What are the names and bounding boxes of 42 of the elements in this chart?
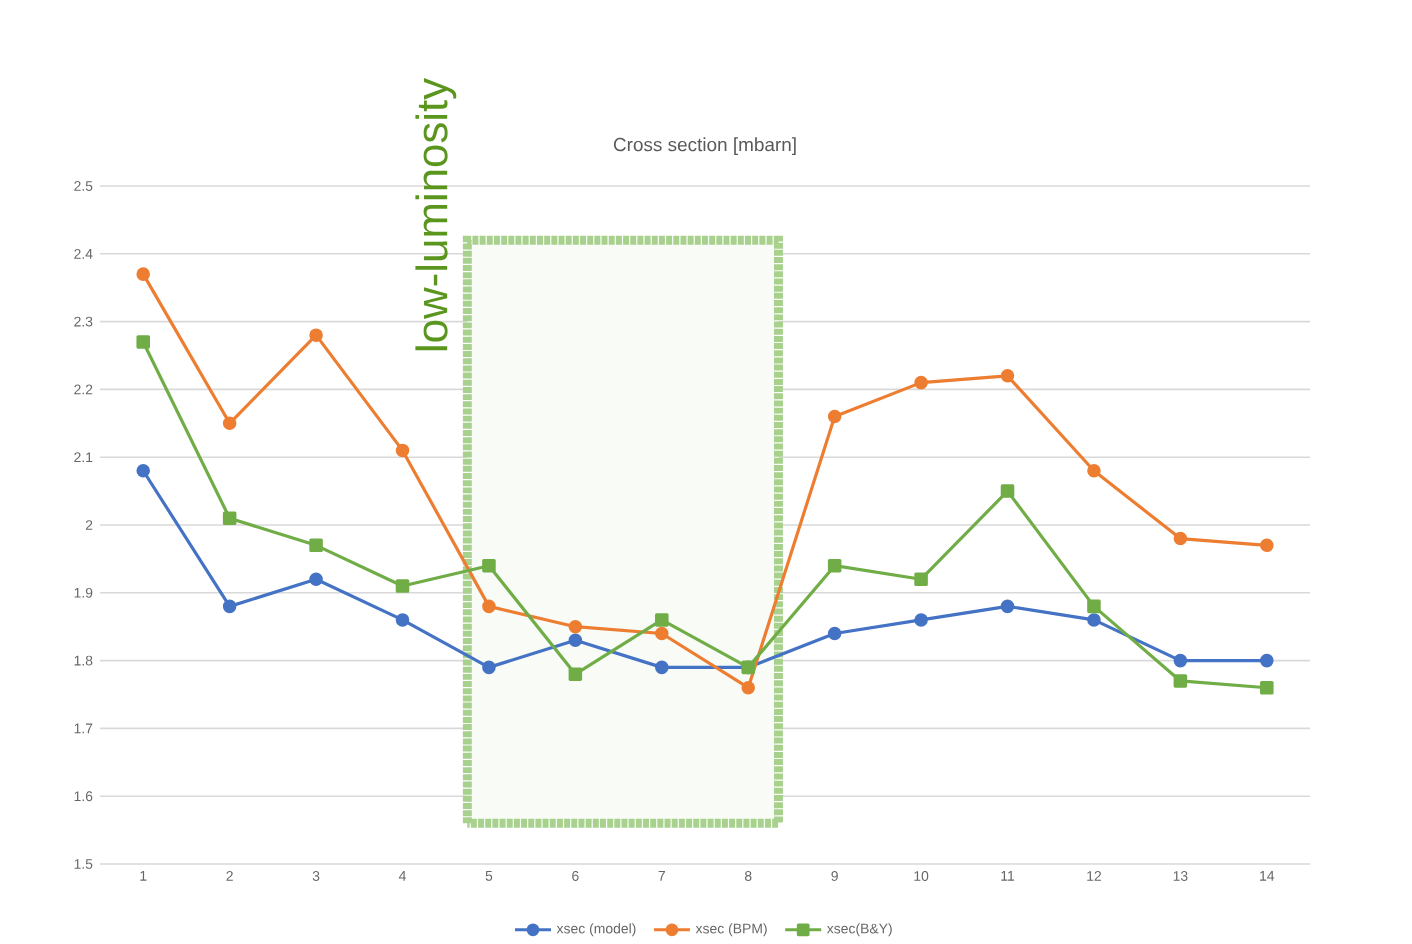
- point: [309, 538, 323, 553]
- point: [1173, 653, 1188, 668]
- point: [1000, 599, 1015, 614]
- point: [136, 463, 150, 478]
- point: [1260, 538, 1274, 553]
- point: [136, 335, 150, 349]
- point: [568, 667, 583, 681]
- point: [395, 613, 410, 627]
- point: [568, 619, 583, 634]
- point: [1260, 653, 1274, 668]
- point: [655, 660, 669, 675]
- point: [741, 680, 756, 695]
- point: [1000, 369, 1015, 383]
- point: [1087, 463, 1101, 478]
- band-label: low-luminosity: [415, 77, 457, 351]
- point: [1087, 599, 1101, 614]
- point: [395, 443, 410, 458]
- point: [827, 558, 842, 573]
- point: [655, 613, 669, 627]
- point: [827, 626, 842, 641]
- point: [222, 416, 237, 431]
- point: [136, 267, 150, 281]
- point: [395, 579, 410, 593]
- point: [914, 613, 928, 627]
- point: [655, 626, 669, 641]
- point: [309, 328, 323, 342]
- point: [1173, 674, 1188, 688]
- point: [914, 572, 928, 587]
- point: [1260, 680, 1274, 695]
- point: [1087, 613, 1101, 627]
- point: [827, 409, 842, 424]
- point: [914, 375, 928, 390]
- chart-title: Cross section [mbarn]: [613, 137, 796, 156]
- point: [1000, 484, 1015, 498]
- point: [222, 599, 237, 614]
- point: [482, 599, 496, 614]
- point: [309, 572, 323, 587]
- point: [482, 558, 496, 573]
- point: [482, 660, 496, 675]
- point: [1173, 531, 1188, 546]
- point: [222, 511, 237, 525]
- point: [568, 633, 583, 648]
